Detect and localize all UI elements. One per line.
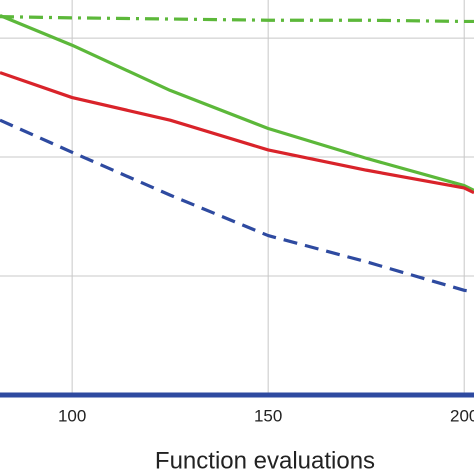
x-tick-label: 150	[254, 406, 282, 425]
x-axis-title: Function evaluations	[155, 447, 375, 474]
series-line	[0, 13, 474, 192]
series-line	[0, 71, 474, 195]
series-line	[0, 15, 474, 24]
x-tick-label: 200	[450, 406, 474, 425]
x-tick-label: 100	[58, 406, 86, 425]
series-line	[0, 118, 474, 294]
